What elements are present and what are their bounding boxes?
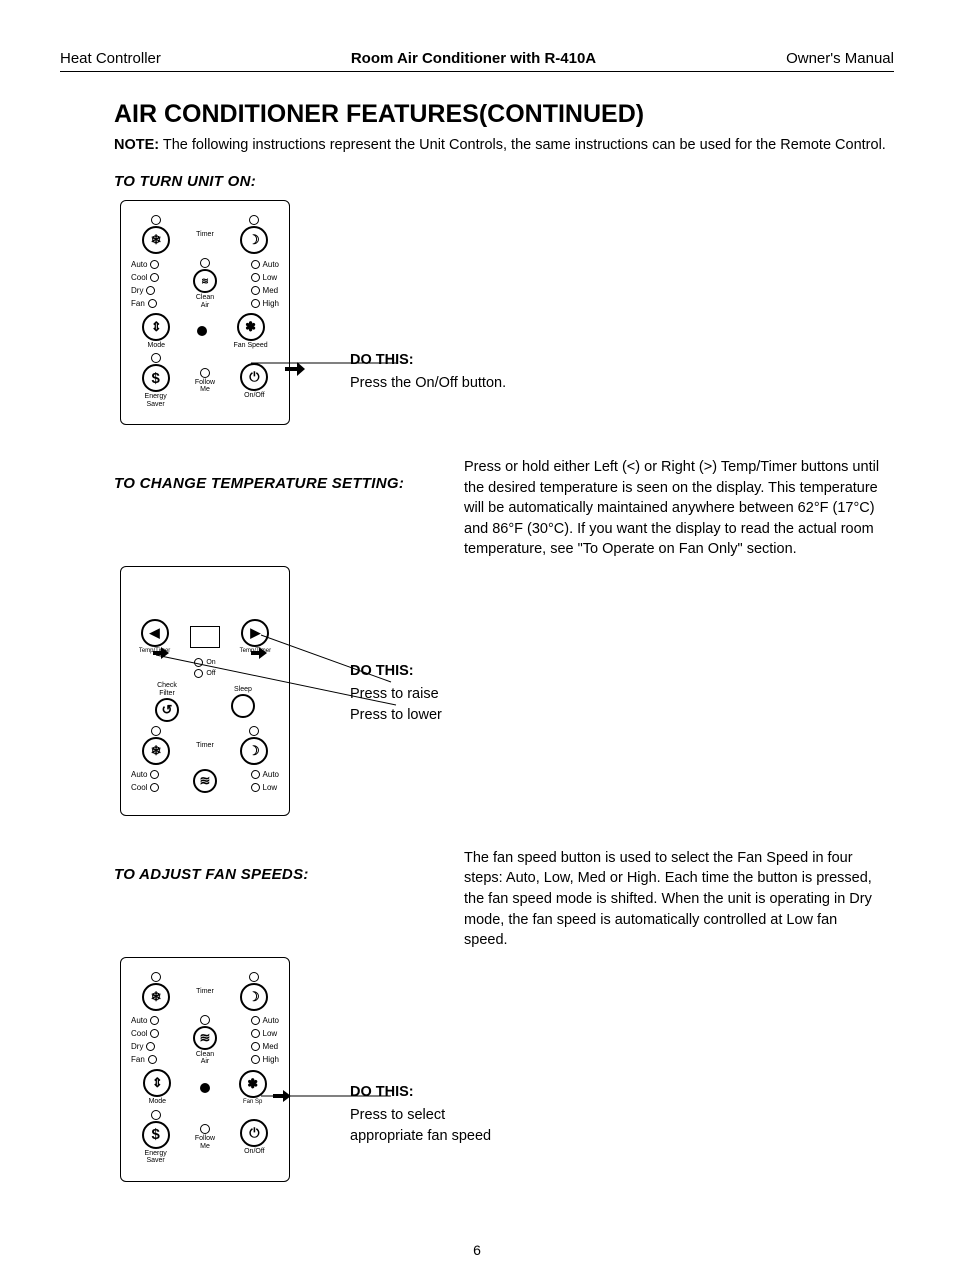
page-title: AIR CONDITIONER FEATURES(CONTINUED) xyxy=(114,100,894,129)
instruction-3: Press to select appropriate fan speed xyxy=(350,1105,510,1147)
energy-saver-button: $Energy Saver xyxy=(142,353,170,408)
section3-body: The fan speed button is used to select t… xyxy=(464,848,894,951)
mode-button: ⇕Mode xyxy=(143,1069,171,1105)
follow-me-button: Follow Me xyxy=(195,1124,215,1150)
speed-indicators: Auto Low Med High xyxy=(251,260,279,308)
callout-leader-line xyxy=(251,363,401,365)
do-this-label-3: DO THIS: xyxy=(350,1082,510,1103)
page-number: 6 xyxy=(60,1242,894,1258)
do-this-label-1: DO THIS: xyxy=(350,350,506,371)
fan-speed-button: ✽Fan Speed xyxy=(233,313,267,349)
mode-indicators: Auto Cool Dry Fan xyxy=(131,260,159,308)
note-text: NOTE: The following instructions represe… xyxy=(114,135,894,155)
on-off-button: ⏻On/Off xyxy=(240,363,268,399)
callout-leader-line xyxy=(261,1096,401,1098)
section2-body: Press or hold either Left (<) or Right (… xyxy=(464,457,894,560)
note-prefix: NOTE: xyxy=(114,137,159,153)
section3-heading: TO ADJUST FAN SPEEDS: xyxy=(114,866,440,883)
remote-diagram-1: ❄ Timer ☽ Auto Cool Dry Fan ≋Clean Air A… xyxy=(120,200,290,425)
note-body: The following instructions represent the… xyxy=(159,137,886,153)
ir-window xyxy=(200,1083,210,1093)
clean-air-button: ≋Clean Air xyxy=(193,1015,217,1066)
callout-leader-line xyxy=(156,655,406,715)
page-header: Heat Controller Room Air Conditioner wit… xyxy=(60,50,894,72)
on-off-button: ⏻On/Off xyxy=(240,1119,268,1155)
mode-indicators: Auto Cool Dry Fan xyxy=(131,1016,159,1064)
remote-diagram-3: ❄ Timer ☽ Auto Cool Dry Fan ≋Clean Air A… xyxy=(120,957,290,1182)
section1-heading: TO TURN UNIT ON: xyxy=(114,173,894,190)
speed-indicators: Auto Low Med High xyxy=(251,1016,279,1064)
header-center: Room Air Conditioner with R-410A xyxy=(351,50,596,67)
pointer-hand-icon xyxy=(283,357,309,379)
energy-saver-button: $Energy Saver xyxy=(142,1110,170,1165)
header-left: Heat Controller xyxy=(60,50,161,67)
follow-me-button: Follow Me xyxy=(195,368,215,394)
instruction-1: Press the On/Off button. xyxy=(350,373,506,394)
clean-air-button: ≋Clean Air xyxy=(193,258,217,309)
section2-heading: TO CHANGE TEMPERATURE SETTING: xyxy=(114,475,440,492)
remote-diagram-2: ◀Temp/Timer ▶Temp/Timer On Off Check Fil… xyxy=(120,566,290,816)
fan-speed-button: ✽Fan Sp xyxy=(239,1070,267,1105)
mode-button: ⇕Mode xyxy=(142,313,170,349)
header-right: Owner's Manual xyxy=(786,50,894,67)
ir-window xyxy=(197,326,207,336)
